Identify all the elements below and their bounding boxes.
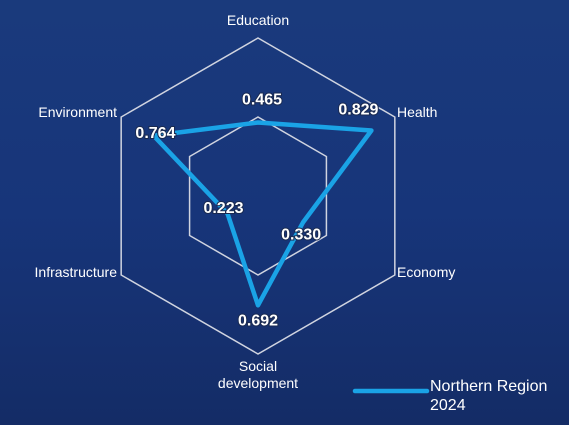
category-label: Education bbox=[226, 12, 290, 28]
grid-ring bbox=[188, 116, 328, 276]
value-label: 0.829 bbox=[338, 102, 378, 119]
category-label: Economy bbox=[397, 264, 456, 280]
value-label: 0.692 bbox=[238, 313, 278, 330]
value-label: 0.223 bbox=[203, 200, 243, 217]
value-label: 0.330 bbox=[281, 226, 321, 243]
value-label: 0.764 bbox=[135, 125, 175, 142]
category-label: Health bbox=[397, 104, 438, 120]
series-line bbox=[151, 120, 374, 308]
legend-label: Northern Region 2024 bbox=[430, 378, 548, 414]
grid-ring bbox=[120, 37, 396, 355]
category-label: Social development bbox=[217, 358, 299, 391]
category-label: Environment bbox=[38, 104, 117, 120]
value-label: 0.465 bbox=[242, 92, 282, 109]
category-label: Infrastructure bbox=[34, 264, 117, 280]
